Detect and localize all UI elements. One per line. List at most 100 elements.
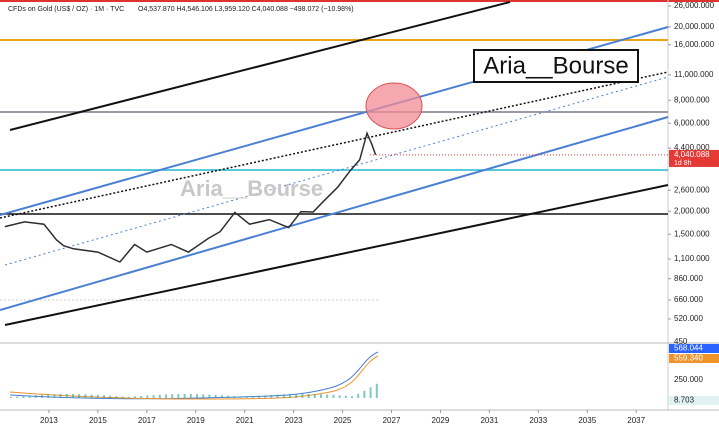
indicator-scale: 250.000 — [674, 375, 703, 384]
ohlc: O4,537.870 H4,546.106 L3,959.120 C4,040.… — [138, 6, 354, 13]
channel-line — [9, 1, 511, 131]
x-tick-label: 2029 — [432, 416, 450, 425]
hist-bar — [295, 394, 298, 398]
highlight-ellipse — [365, 82, 423, 130]
last-price-label: 4,040.088 — [674, 150, 710, 159]
last-price-badge — [669, 149, 719, 167]
hist-bar — [28, 395, 31, 398]
hist-bar — [320, 394, 322, 398]
trend-dotted — [0, 71, 669, 219]
y-tick-label: 16,000.000 — [674, 40, 715, 49]
hist-bar — [202, 394, 205, 398]
hist-bar — [307, 394, 310, 398]
hist-bar — [183, 394, 186, 398]
hist-bar — [158, 394, 161, 398]
hist-bar — [146, 395, 149, 398]
hist-bar — [16, 396, 19, 398]
hist-bar — [233, 396, 236, 398]
badge: Aria__Bourse — [483, 52, 628, 79]
hist-bar — [214, 394, 217, 398]
x-tick-label: 2017 — [138, 416, 156, 425]
x-tick-label: 2021 — [236, 416, 254, 425]
price-line — [4, 130, 377, 263]
y-tick-label: 11,000.000 — [674, 70, 714, 79]
hist-bar — [264, 395, 267, 398]
histogram — [10, 383, 378, 398]
channel-line — [0, 116, 669, 311]
macd-badge — [669, 344, 719, 353]
y-tick-label: 660.000 — [674, 295, 703, 304]
watermark: Aria__Bourse — [180, 176, 323, 201]
hist-bar — [301, 394, 304, 398]
hist-bar — [313, 394, 316, 398]
hist-bar — [369, 387, 372, 398]
hist-bar — [245, 396, 248, 398]
x-tick-label: 2035 — [578, 416, 596, 425]
hist-bar — [196, 394, 198, 398]
hist-bar — [152, 395, 155, 398]
hist-badge — [669, 396, 719, 405]
hist-bar — [220, 395, 223, 398]
hist-bar — [65, 394, 68, 398]
hist-bar — [208, 394, 211, 398]
y-tick-label: 520.000 — [674, 314, 703, 323]
y-tick-label: 1,100.000 — [674, 254, 710, 263]
macd-line — [9, 351, 379, 400]
y-tick-label: 8,000.000 — [674, 95, 710, 104]
x-tick-label: 2013 — [40, 416, 58, 425]
y-tick-label: 2,600.000 — [674, 185, 710, 194]
hist-bar — [103, 395, 105, 398]
hist-bar — [121, 396, 124, 398]
hist-bar — [72, 394, 74, 398]
x-tick-label: 2025 — [334, 416, 352, 425]
hist-bar — [165, 394, 167, 398]
y-tick-label: 1,500.000 — [674, 229, 710, 238]
signal-value: 559.340 — [674, 354, 703, 363]
hist-bar — [140, 395, 143, 398]
hist-bar — [41, 394, 43, 398]
countdown: 1d 8h — [674, 160, 692, 167]
x-tick-label: 2033 — [529, 416, 547, 425]
hist-bar — [134, 396, 136, 398]
x-tick-label: 2019 — [187, 416, 205, 425]
hist-bar — [109, 395, 112, 398]
hist-bar — [276, 394, 279, 398]
hist-bar — [127, 396, 130, 398]
x-tick-label: 2023 — [285, 416, 303, 425]
hist-bar — [84, 394, 87, 398]
hist-bar — [270, 395, 273, 398]
y-tick-label: 26,000.000 — [674, 1, 715, 10]
hist-bar — [357, 393, 360, 398]
x-tick-label: 2031 — [480, 416, 498, 425]
hist-bar — [189, 394, 192, 398]
hist-bar — [363, 390, 366, 398]
signal-badge — [669, 354, 719, 363]
macd-value: 568.044 — [674, 344, 703, 353]
x-tick-label: 2015 — [89, 416, 107, 425]
hist-bar — [96, 394, 99, 398]
symbol: CFDs on Gold (US$ / OZ) · 1M · TVC — [8, 6, 124, 13]
hist-bar — [338, 395, 341, 398]
hist-bar — [171, 394, 174, 398]
hist-bar — [78, 394, 81, 398]
hist-bar — [47, 394, 50, 398]
y-tick-label: 6,000.000 — [674, 118, 710, 127]
x-tick-label: 2027 — [383, 416, 401, 425]
hist-bar — [34, 395, 37, 398]
hist-bar — [115, 396, 118, 398]
hist-bar — [332, 394, 335, 398]
channel-line — [4, 184, 669, 326]
y-tick-label: 4,400.000 — [674, 143, 710, 152]
y-tick-label: 2,000.000 — [674, 206, 710, 215]
hist-bar — [10, 397, 12, 398]
hist-bar — [375, 383, 378, 398]
hist-bar — [251, 396, 254, 398]
hist-bar — [22, 396, 25, 398]
hist-bar — [53, 394, 56, 398]
hist-value: 8.703 — [674, 396, 695, 405]
hist-bar — [258, 395, 260, 398]
hist-bar — [326, 394, 329, 398]
indicator-scale: 450 — [674, 337, 688, 346]
badge-box — [473, 49, 639, 83]
